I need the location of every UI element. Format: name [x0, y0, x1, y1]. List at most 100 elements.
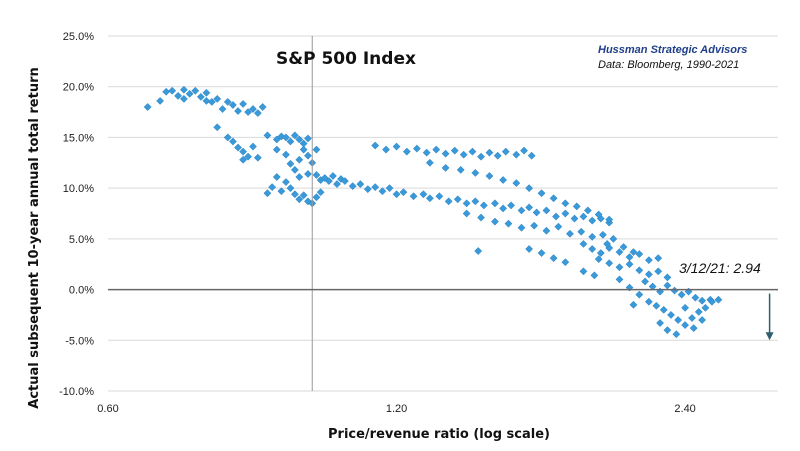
- data-point: [629, 248, 638, 256]
- y-tick-label: 20.0%: [63, 82, 94, 94]
- data-point: [479, 201, 488, 210]
- data-point: [674, 316, 683, 324]
- data-point: [507, 201, 516, 210]
- source-line-1: Hussman Strategic Advisors: [598, 44, 747, 56]
- data-point: [596, 249, 605, 258]
- data-point: [371, 141, 380, 150]
- data-point: [425, 158, 434, 167]
- x-tick-label: 1.20: [386, 403, 407, 415]
- data-point: [625, 260, 634, 269]
- data-point: [281, 133, 290, 142]
- data-point: [340, 177, 349, 185]
- data-point: [213, 123, 222, 132]
- data-point: [295, 135, 304, 144]
- data-point: [277, 187, 286, 196]
- data-point: [549, 194, 558, 203]
- data-point: [263, 189, 272, 198]
- data-point: [698, 316, 707, 324]
- data-point: [272, 135, 281, 144]
- data-point: [603, 239, 612, 248]
- data-point: [572, 202, 581, 211]
- data-point: [316, 188, 325, 197]
- data-point: [579, 267, 588, 276]
- data-point: [425, 194, 434, 203]
- data-point: [681, 303, 690, 312]
- data-point: [228, 137, 237, 146]
- data-point: [691, 293, 700, 302]
- data-point: [462, 199, 471, 208]
- data-point: [399, 188, 408, 197]
- data-point: [223, 97, 232, 106]
- data-point: [244, 152, 253, 161]
- y-tick-label: 25.0%: [63, 31, 94, 43]
- chart-title: S&P 500 Index: [276, 49, 416, 69]
- data-point: [239, 147, 248, 156]
- data-point: [656, 287, 665, 296]
- data-point: [684, 287, 693, 296]
- data-point: [299, 145, 308, 154]
- data-point: [708, 297, 716, 306]
- data-point: [471, 197, 480, 206]
- data-point: [667, 310, 675, 319]
- data-point: [499, 204, 508, 213]
- data-point: [304, 169, 312, 178]
- data-point: [244, 108, 253, 117]
- y-tick-label: 0.0%: [69, 285, 94, 297]
- data-point: [196, 92, 205, 101]
- data-point: [644, 256, 653, 265]
- data-point: [185, 89, 194, 98]
- data-point: [641, 277, 650, 286]
- data-point: [594, 255, 603, 264]
- data-point: [654, 254, 663, 263]
- data-point: [625, 283, 634, 292]
- data-point: [286, 137, 295, 146]
- data-point: [714, 295, 723, 304]
- x-tick-label: 0.60: [97, 403, 118, 415]
- annotation-arrow-head: [765, 332, 774, 341]
- data-point: [594, 210, 603, 219]
- data-point: [561, 199, 570, 208]
- data-point: [561, 209, 570, 218]
- x-tick-label: 2.40: [674, 403, 695, 415]
- data-point: [312, 193, 321, 202]
- data-point: [598, 230, 607, 239]
- data-point: [419, 190, 428, 199]
- data-point: [239, 155, 248, 164]
- data-point: [688, 314, 696, 322]
- data-point: [504, 219, 513, 228]
- data-point: [412, 144, 421, 153]
- data-point: [363, 185, 372, 194]
- data-point: [348, 182, 357, 191]
- data-point: [677, 290, 686, 299]
- data-point: [542, 206, 551, 215]
- x-axis-label: Price/revenue ratio (log scale): [328, 427, 550, 442]
- data-point: [441, 149, 450, 158]
- data-point: [644, 297, 653, 306]
- data-point: [577, 227, 586, 236]
- data-point: [468, 147, 477, 156]
- data-point: [378, 187, 387, 196]
- data-point: [537, 189, 546, 198]
- data-point: [615, 275, 624, 284]
- data-point: [552, 212, 560, 221]
- data-point: [441, 163, 450, 172]
- data-point: [583, 206, 592, 215]
- data-point: [290, 131, 299, 140]
- data-point: [249, 142, 257, 151]
- data-point: [213, 94, 222, 103]
- data-point: [435, 192, 444, 201]
- data-point: [223, 133, 232, 142]
- data-point: [561, 258, 570, 267]
- data-point: [202, 96, 211, 105]
- data-point: [605, 215, 614, 224]
- data-point: [312, 145, 321, 154]
- data-point: [652, 301, 661, 310]
- data-point: [402, 147, 411, 156]
- y-tick-label: -5.0%: [65, 335, 94, 347]
- data-point: [286, 159, 295, 168]
- data-point: [174, 91, 183, 100]
- data-point: [462, 209, 471, 218]
- data-point: [681, 321, 690, 330]
- data-point: [281, 150, 290, 159]
- data-point: [491, 199, 499, 208]
